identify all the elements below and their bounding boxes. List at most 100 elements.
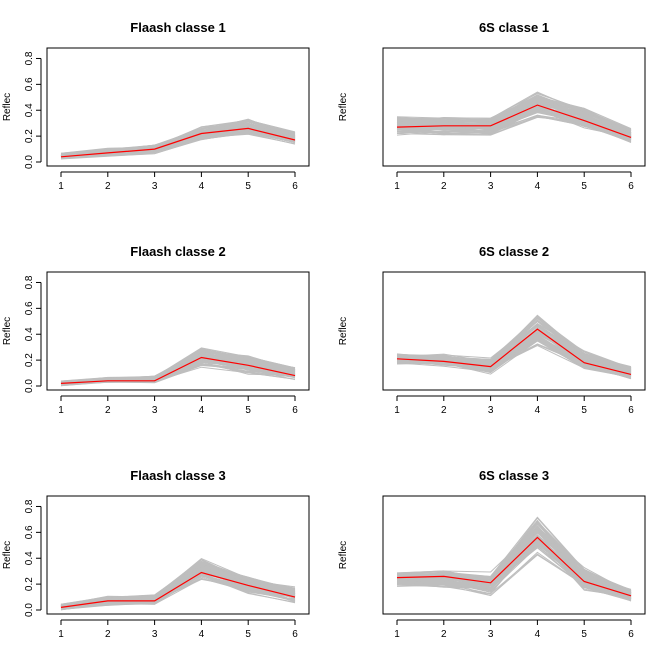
mean-series-line	[396, 104, 632, 138]
x-tick-label: 3	[152, 405, 158, 416]
panel-title: Flaash classe 3	[130, 468, 225, 483]
band-line	[60, 123, 296, 157]
plot-frame	[382, 495, 646, 615]
band-line	[396, 540, 632, 597]
band-line	[396, 534, 632, 592]
x-tick-label: 5	[581, 181, 587, 192]
x-tick-label: 5	[581, 629, 587, 640]
band-line	[396, 340, 632, 377]
x-tick-label: 1	[58, 405, 64, 416]
x-tick-label: 4	[199, 181, 205, 192]
y-tick-label: 0.2	[24, 577, 35, 591]
band-line	[396, 96, 632, 136]
panel-title: Flaash classe 2	[130, 244, 225, 259]
mean-series-line	[60, 356, 296, 384]
panel-title: 6S classe 2	[479, 244, 549, 259]
mean-series-line	[396, 536, 632, 597]
mean-series-line	[396, 328, 632, 375]
x-tick-label: 1	[394, 629, 400, 640]
y-tick-label: 0.4	[24, 327, 35, 341]
band-line	[60, 561, 296, 607]
panel-2: 6S classe 1 1 2 3 4 5 6 Reflec	[338, 20, 646, 192]
band-line	[396, 333, 632, 374]
band-line	[396, 314, 632, 368]
band-line	[396, 323, 632, 371]
panel-6: 6S classe 3 1 2 3 4 5 6 Reflec	[338, 468, 646, 640]
mean-series-line	[60, 127, 296, 158]
y-tick-label: 0.8	[24, 51, 35, 65]
band-line	[60, 131, 296, 158]
band-lines	[60, 118, 296, 160]
panel-1: Flaash classe 1 1 2 3 4 5 6 0.0 0.2 0.4 0.6 0.8 Refl…	[2, 20, 310, 192]
band-line	[396, 538, 632, 598]
y-axis-label: Reflec	[338, 93, 349, 121]
y-tick-label: 0.6	[24, 77, 35, 91]
band-line	[396, 324, 632, 369]
band-line	[60, 350, 296, 383]
x-tick-label: 1	[58, 629, 64, 640]
x-tick-label: 5	[245, 629, 251, 640]
band-line	[396, 526, 632, 594]
x-tick-label: 3	[488, 181, 494, 192]
x-tick-label: 1	[394, 181, 400, 192]
x-tick-label: 6	[292, 629, 298, 640]
band-lines	[396, 516, 632, 602]
band-line	[60, 567, 296, 609]
band-line	[60, 354, 296, 385]
plot-frame	[382, 271, 646, 391]
x-tick-label: 2	[441, 405, 447, 416]
y-axis-label: Reflec	[338, 541, 349, 569]
x-tick-label: 4	[535, 629, 541, 640]
plot-frame	[46, 271, 310, 391]
y-tick-label: 0.4	[24, 551, 35, 565]
y-tick-label: 0.0	[24, 379, 35, 393]
plot-frame	[46, 495, 310, 615]
y-axis-label: Reflec	[2, 541, 13, 569]
chart-panels: Flaash classe 1 1 2 3 4 5 6 0.0 0.2 0.4 0.6 0.8 Refl…	[2, 20, 646, 640]
y-axis-label: Reflec	[2, 317, 13, 345]
x-tick-label: 2	[105, 405, 111, 416]
x-tick-label: 2	[105, 181, 111, 192]
y-tick-label: 0.6	[24, 525, 35, 539]
panel-title: Flaash classe 1	[130, 20, 225, 35]
panel-title: 6S classe 1	[479, 20, 549, 35]
band-line	[396, 100, 632, 137]
x-tick-label: 5	[245, 181, 251, 192]
x-tick-label: 6	[292, 181, 298, 192]
y-tick-label: 0.2	[24, 129, 35, 143]
x-tick-label: 5	[245, 405, 251, 416]
x-tick-label: 2	[441, 629, 447, 640]
x-tick-label: 1	[58, 181, 64, 192]
y-tick-label: 0.4	[24, 103, 35, 117]
x-tick-label: 6	[628, 629, 634, 640]
plot-frame	[382, 47, 646, 167]
band-line	[396, 103, 632, 138]
x-tick-label: 3	[488, 629, 494, 640]
band-lines	[60, 558, 296, 611]
y-axis-label: Reflec	[338, 317, 349, 345]
band-line	[396, 339, 632, 375]
band-line	[396, 109, 632, 139]
y-tick-label: 0.2	[24, 353, 35, 367]
x-tick-label: 3	[152, 181, 158, 192]
band-line	[60, 123, 296, 156]
plot-frame	[46, 47, 310, 167]
x-tick-label: 2	[105, 629, 111, 640]
y-tick-label: 0.0	[24, 155, 35, 169]
x-tick-label: 4	[199, 629, 205, 640]
x-tick-label: 1	[394, 405, 400, 416]
band-lines	[396, 91, 632, 144]
y-tick-label: 0.8	[24, 275, 35, 289]
band-line	[60, 360, 296, 386]
y-tick-label: 0.0	[24, 603, 35, 617]
x-tick-label: 2	[441, 181, 447, 192]
x-tick-label: 3	[488, 405, 494, 416]
band-lines	[60, 347, 296, 387]
x-tick-label: 4	[199, 405, 205, 416]
y-tick-label: 0.8	[24, 499, 35, 513]
x-tick-label: 6	[628, 181, 634, 192]
x-tick-label: 3	[152, 629, 158, 640]
band-lines	[396, 314, 632, 380]
band-line	[396, 519, 632, 594]
